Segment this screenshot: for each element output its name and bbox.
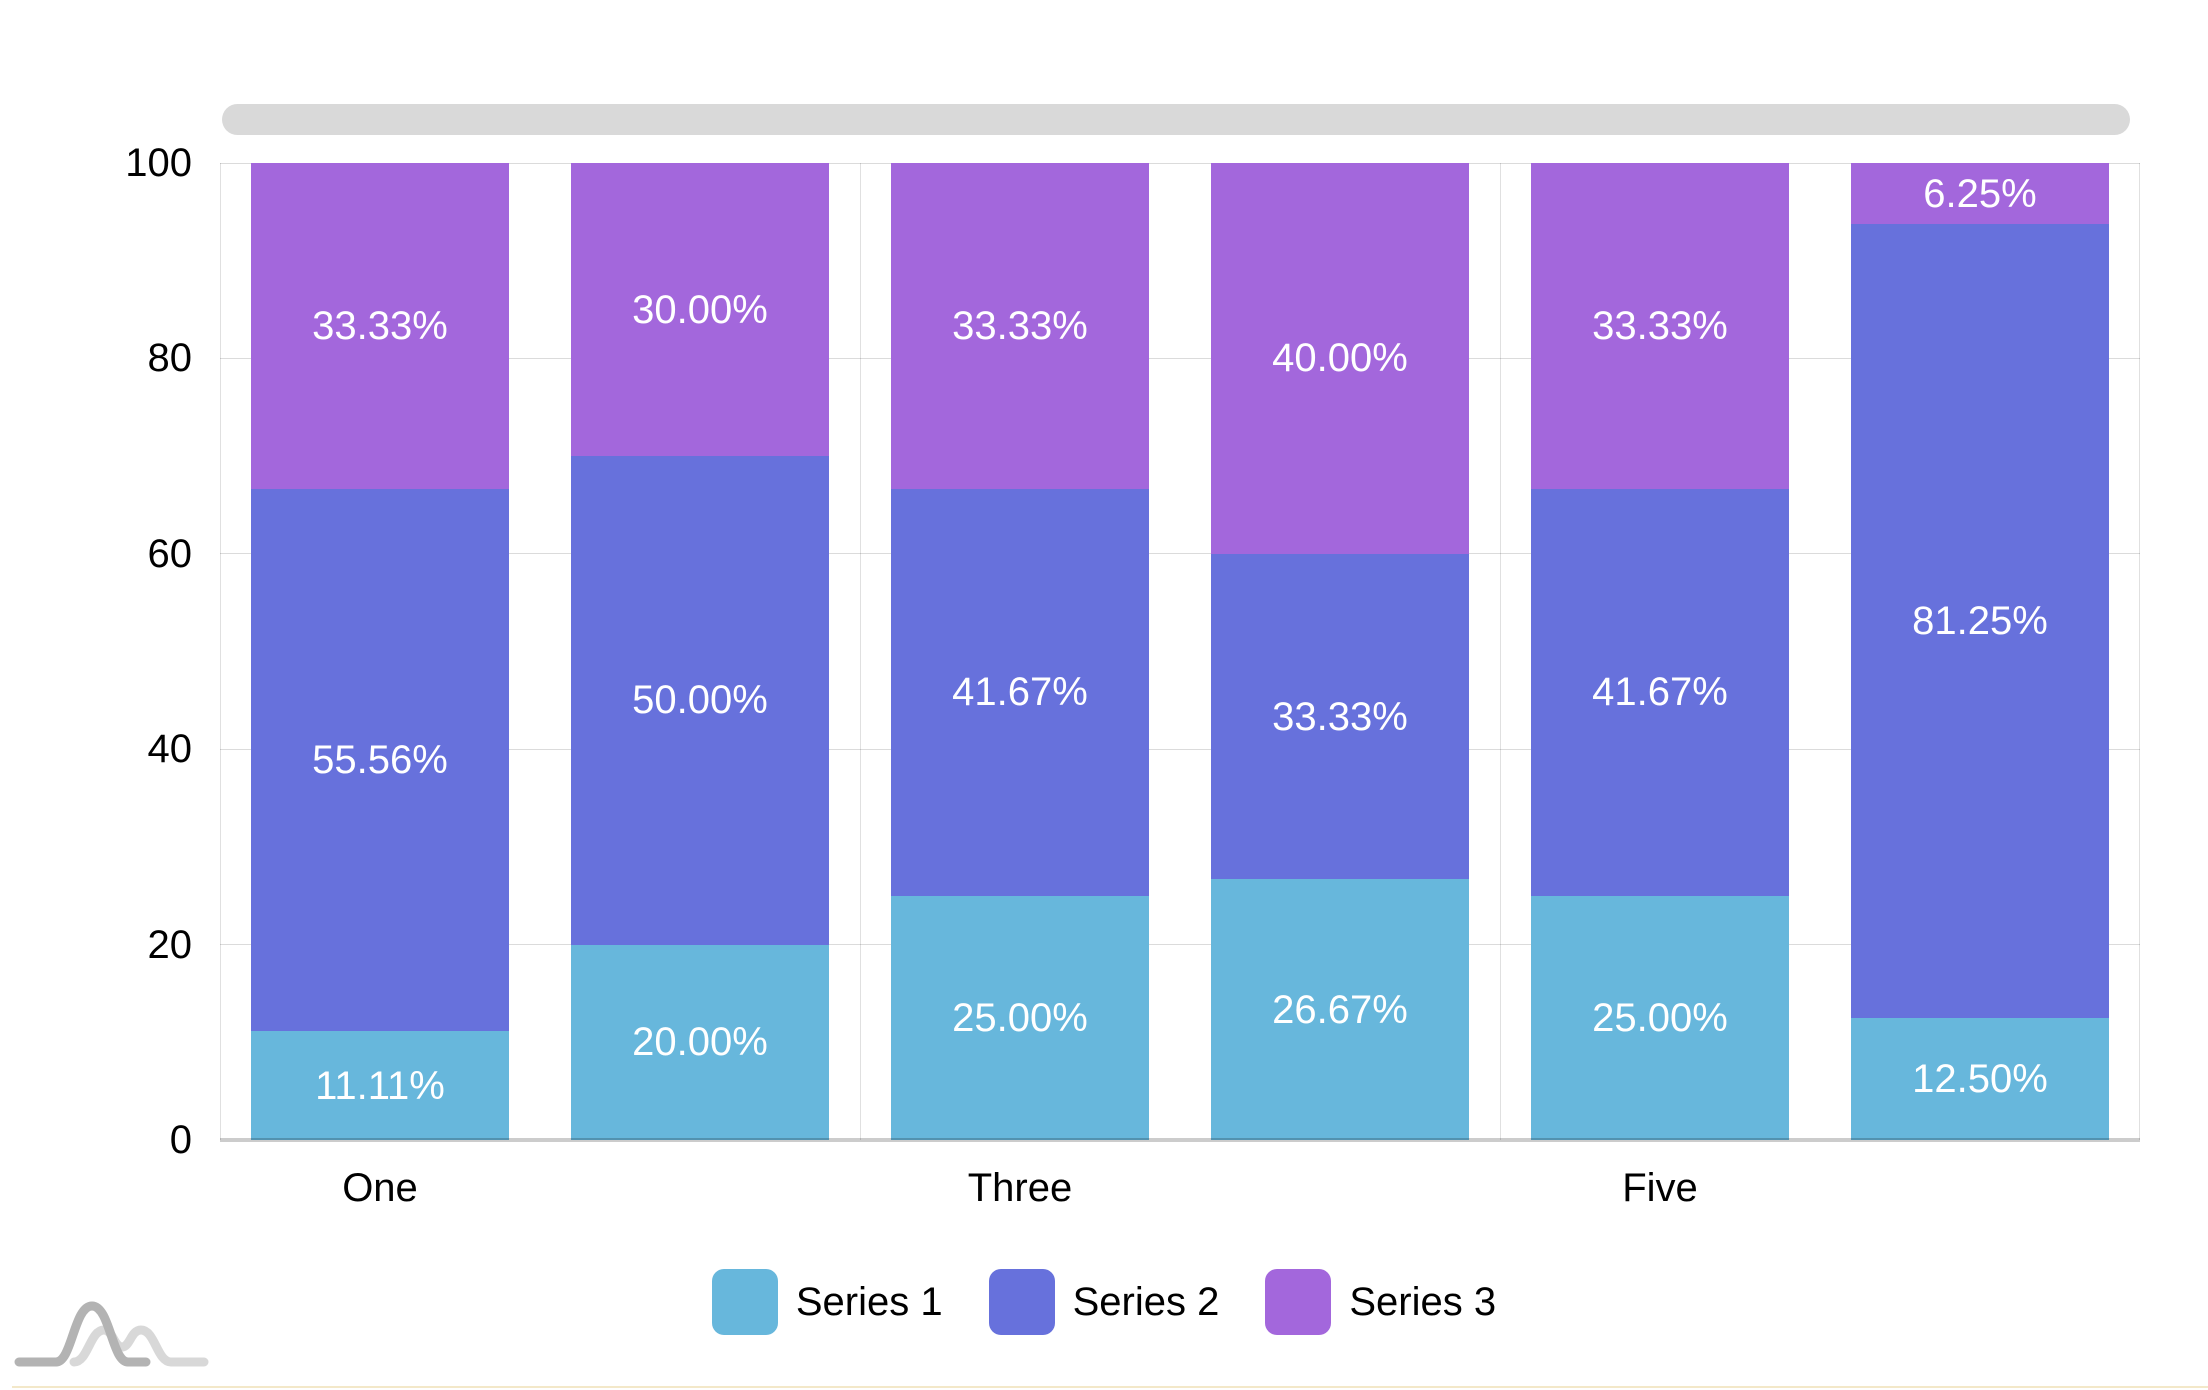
y-axis-label: 60 <box>147 531 193 576</box>
bar-segment-series-2[interactable] <box>1851 224 2109 1018</box>
x-zoom-scrollbar[interactable] <box>222 104 2130 135</box>
category-label: Three <box>967 1166 1073 1210</box>
category-label: Five <box>1622 1166 1698 1210</box>
y-axis-line <box>220 163 221 1140</box>
legend-label: Series 2 <box>1072 1280 1220 1324</box>
grid-line-x-boundary-6 <box>2139 163 2140 1140</box>
bar-segment-series-2[interactable] <box>891 488 1149 896</box>
legend-item-series-2[interactable]: Series 2 <box>988 1269 1220 1335</box>
legend-label: Series 3 <box>1349 1280 1497 1324</box>
grid-line-y-100 <box>220 162 2140 164</box>
bar-segment-series-3[interactable] <box>1211 163 1469 554</box>
bar-segment-series-3[interactable] <box>1851 163 2109 225</box>
y-axis-label: 20 <box>147 922 193 967</box>
legend-swatch[interactable] <box>988 1269 1055 1335</box>
bar-segment-series-3[interactable] <box>251 163 509 489</box>
legend: Series 1 Series 2 Series 3 <box>0 1260 2208 1344</box>
bar-segment-series-2[interactable] <box>251 488 509 1032</box>
bar-segment-series-2[interactable] <box>571 456 829 945</box>
grid-line-x-boundary-4 <box>1500 163 1501 1140</box>
legend-swatch[interactable] <box>711 1269 778 1335</box>
legend-item-series-3[interactable]: Series 3 <box>1265 1269 1496 1335</box>
bar-segment-series-2[interactable] <box>1531 488 1789 896</box>
grid-line-y-20 <box>220 944 2140 946</box>
x-axis-baseline <box>220 1138 2140 1142</box>
bar-segment-series-1[interactable] <box>1851 1017 2109 1140</box>
bar-segment-series-2[interactable] <box>1211 553 1469 880</box>
bar-segment-series-1[interactable] <box>1531 895 1789 1140</box>
amcharts-logo-icon[interactable] <box>14 1290 214 1372</box>
grid-line-y-60 <box>220 553 2140 555</box>
bar-segment-series-1[interactable] <box>1211 879 1469 1140</box>
bar-segment-series-3[interactable] <box>1531 163 1789 489</box>
y-axis-label: 80 <box>147 336 193 381</box>
bar-segment-series-1[interactable] <box>891 895 1149 1140</box>
legend-label: Series 1 <box>795 1280 943 1324</box>
bar-segment-series-1[interactable] <box>571 944 829 1140</box>
category-label: One <box>342 1166 418 1210</box>
bar-segment-series-3[interactable] <box>571 163 829 457</box>
legend-swatch[interactable] <box>1265 1269 1332 1335</box>
bar-segment-series-1[interactable] <box>251 1031 509 1140</box>
legend-item-series-1[interactable]: Series 1 <box>711 1269 943 1335</box>
grid-line-y-80 <box>220 357 2140 359</box>
y-axis-label: 100 <box>125 141 192 185</box>
y-axis-label: 40 <box>147 727 193 772</box>
page-bottom-border <box>12 1386 2208 1388</box>
grid-line-x-boundary-2 <box>860 163 861 1140</box>
bar-segment-series-3[interactable] <box>891 163 1149 489</box>
y-axis-label: 0 <box>169 1118 192 1162</box>
grid-line-y-40 <box>220 748 2140 750</box>
